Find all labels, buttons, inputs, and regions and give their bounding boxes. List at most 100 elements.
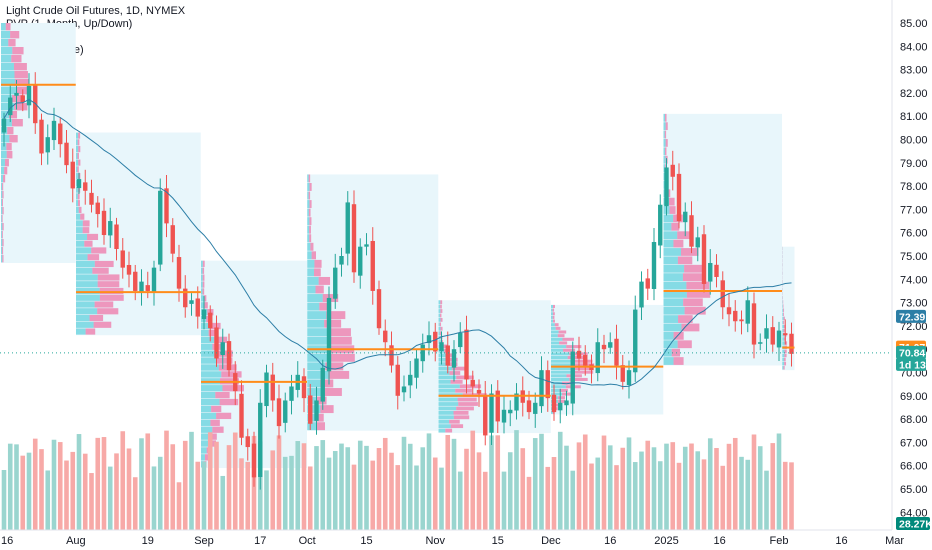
candle-body: [351, 204, 357, 273]
profile-bar: [212, 426, 224, 433]
y-tick-label: 77.00: [900, 204, 928, 216]
profile-bar: [673, 331, 684, 340]
profile-bar: [438, 309, 441, 313]
candle-body: [208, 312, 213, 329]
profile-bar: [78, 132, 81, 139]
candle-body: [51, 120, 57, 141]
profile-bar: [84, 240, 93, 247]
volume-bar: [220, 475, 226, 530]
profile-bar: [87, 233, 99, 241]
volume-bar: [339, 443, 344, 530]
profile-bar: [680, 248, 699, 256]
legend-title: Light Crude Oil Futures, 1D, NYMEX: [6, 5, 186, 17]
volume-bar: [482, 471, 488, 530]
profile-bar: [552, 304, 555, 308]
profile-bar: [10, 30, 20, 39]
profile-bar: [669, 197, 675, 206]
candle-body: [70, 161, 75, 189]
profile-bar: [9, 134, 18, 143]
profile-bar: [438, 402, 459, 406]
profile-bar: [1, 110, 10, 119]
candle-body: [39, 119, 44, 154]
volume-bar: [557, 431, 563, 530]
profile-bar: [91, 247, 107, 254]
profile-bar: [307, 405, 321, 414]
profile-bar: [201, 426, 213, 433]
profile-bar: [663, 130, 665, 139]
candle-body: [139, 281, 144, 293]
profile-bar: [310, 242, 314, 251]
profile-bar: [557, 334, 565, 338]
profile-bar: [309, 234, 312, 243]
profile-bar: [76, 267, 93, 274]
candle-body: [320, 367, 325, 402]
profile-bar: [455, 388, 472, 393]
volume-bar: [1, 470, 7, 530]
profile-bar: [440, 309, 443, 313]
profile-bar: [201, 260, 203, 267]
volume-bar: [595, 457, 601, 530]
profile-bar: [76, 227, 83, 234]
volume-bar: [389, 452, 394, 530]
profile-bar: [307, 336, 330, 345]
profile-bar: [4, 166, 8, 175]
volume-bar: [720, 465, 726, 530]
candle-body: [270, 374, 275, 401]
profile-bar: [1, 166, 5, 175]
profile-bar: [551, 345, 567, 349]
candle-body: [170, 225, 175, 254]
profile-bar: [201, 440, 209, 447]
profile-bar: [15, 86, 31, 95]
profile-bar: [782, 329, 784, 333]
candle-body: [376, 289, 382, 329]
candle-body: [733, 310, 738, 322]
profile-bar: [76, 132, 79, 139]
volume-bar: [520, 448, 526, 530]
x-tick-label: 16: [1, 535, 13, 547]
profile-bar: [324, 388, 342, 396]
profile-bar: [8, 38, 16, 47]
candle-body: [458, 332, 463, 348]
profile-bar: [551, 377, 570, 381]
profile-bar: [201, 419, 211, 426]
profile-bar: [320, 405, 334, 414]
profile-bar: [551, 374, 567, 378]
profile-bar: [663, 357, 674, 365]
profile-bar: [678, 315, 693, 323]
profile-bar: [311, 251, 316, 260]
profile-bar: [77, 166, 79, 173]
candle-body: [695, 237, 700, 248]
volume-bar: [326, 457, 332, 530]
volume-bar: [570, 470, 576, 530]
volume-bar: [432, 457, 438, 530]
candle-body: [676, 173, 682, 222]
volume-bar: [170, 444, 176, 530]
profile-bar: [309, 200, 312, 209]
profile-bar: [551, 352, 570, 356]
profile-bar: [438, 331, 440, 336]
profile-bar: [663, 256, 678, 265]
profile-bar: [94, 301, 114, 308]
profile-bar: [663, 298, 684, 307]
volume-bar: [601, 435, 607, 530]
price-badge-text: 70.84: [899, 347, 925, 359]
candle-body: [776, 330, 782, 348]
profile-bar: [78, 146, 81, 153]
candle-body: [95, 202, 100, 215]
candle-body: [176, 257, 182, 289]
candle-body: [745, 300, 750, 324]
profile-bar: [307, 268, 314, 277]
profile-bar: [452, 366, 466, 371]
profile-bar: [1, 86, 16, 95]
profile-bar: [663, 214, 674, 223]
profile-bar: [309, 225, 311, 234]
candle-body: [558, 402, 563, 411]
profile-bar: [784, 341, 788, 345]
volume-bar: [532, 438, 538, 530]
profile-bar: [783, 308, 785, 312]
profile-bar: [309, 182, 312, 191]
candle-body: [539, 370, 544, 407]
volume-bar: [320, 440, 326, 530]
profile-bar: [76, 200, 78, 207]
